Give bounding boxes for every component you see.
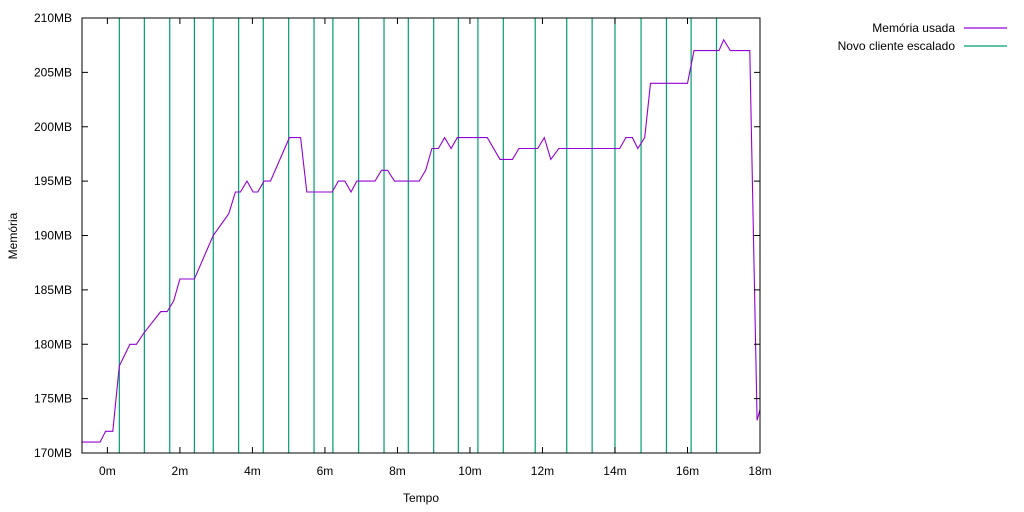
memory-series-layer	[82, 38, 761, 443]
x-tick-label: 10m	[458, 464, 481, 478]
y-axis-label: Memória	[6, 212, 20, 259]
memory-series-line	[82, 38, 761, 443]
y-tick-label: 180MB	[34, 337, 72, 351]
x-axis-label: Tempo	[403, 491, 439, 505]
y-tick-label: 195MB	[34, 174, 72, 188]
x-tick-label: 16m	[676, 464, 699, 478]
x-tick-label: 4m	[244, 464, 261, 478]
legend: Memória usada Novo cliente escalado	[838, 21, 1007, 53]
y-axis: 170MB 175MB 180MB 185MB 190MB 195MB 200MB 205MB…	[34, 11, 760, 460]
x-tick-label: 14m	[603, 464, 626, 478]
y-tick-label: 190MB	[34, 229, 72, 243]
legend-label: Memória usada	[872, 21, 955, 35]
legend-label: Novo cliente escalado	[838, 39, 956, 53]
x-tick-label: 18m	[748, 464, 771, 478]
x-tick-label: 6m	[317, 464, 334, 478]
x-tick-label: 2m	[172, 464, 189, 478]
x-tick-label: 0m	[99, 464, 116, 478]
scaling-events-layer	[118, 18, 718, 453]
y-tick-label: 185MB	[34, 283, 72, 297]
y-tick-label: 205MB	[34, 65, 72, 79]
x-tick-label: 12m	[531, 464, 554, 478]
x-tick-label: 8m	[389, 464, 406, 478]
y-tick-label: 210MB	[34, 11, 72, 25]
y-tick-label: 200MB	[34, 120, 72, 134]
x-axis: 0m 2m 4m 6m 8m 10m 12m 14m 16m 18m	[99, 18, 772, 478]
y-tick-label: 175MB	[34, 392, 72, 406]
y-tick-label: 170MB	[34, 446, 72, 460]
